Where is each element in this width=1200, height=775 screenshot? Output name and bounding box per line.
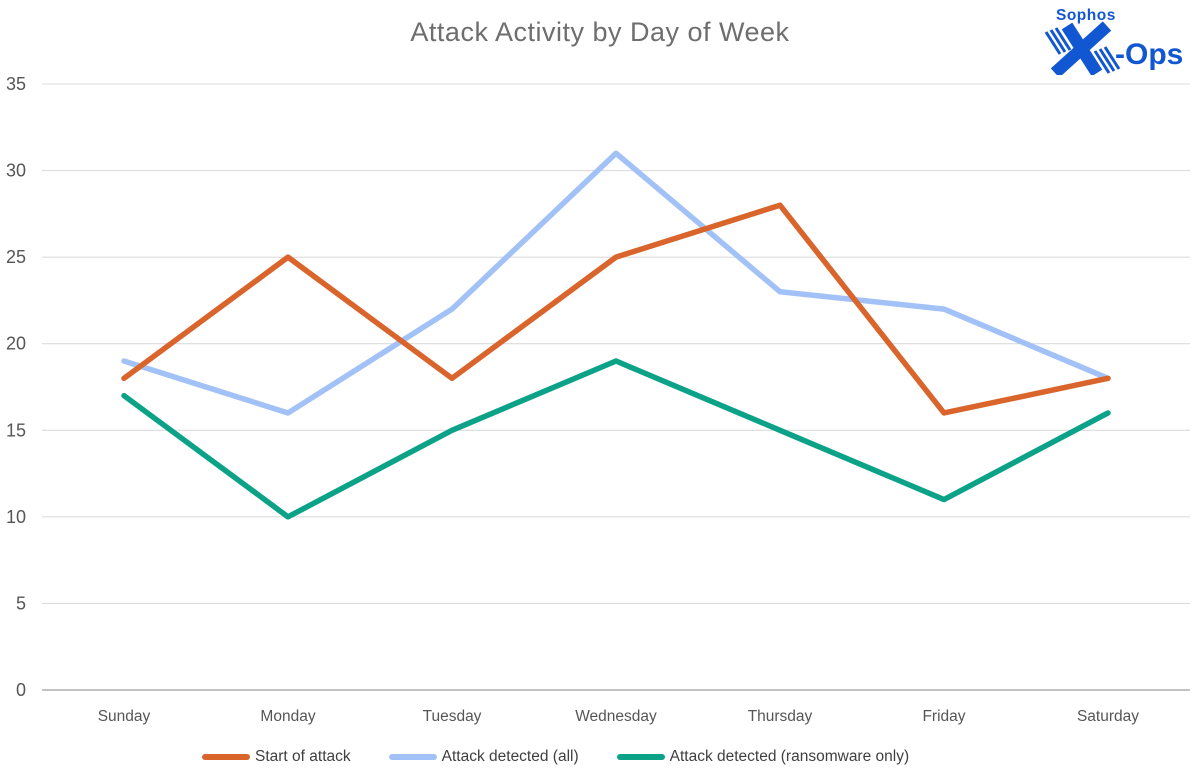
y-tick-label-0: 0 xyxy=(16,680,26,700)
legend-item-attack-detected-ransomware: Attack detected (ransomware only) xyxy=(616,748,910,766)
logo-sophos-text: Sophos xyxy=(1056,7,1116,24)
y-tick-label-20: 20 xyxy=(6,334,26,354)
series-line-attack-detected-ransomware-only xyxy=(121,358,1111,520)
legend-swatch-attack-detected-ransomware xyxy=(616,754,665,760)
x-tick-label-friday: Friday xyxy=(922,708,965,725)
x-tick-label-sunday: Sunday xyxy=(98,708,151,725)
legend-swatch-attack-detected-all xyxy=(388,754,437,760)
x-hatch-line xyxy=(1093,50,1111,74)
x-hatch-line xyxy=(1049,29,1067,53)
chart-title: Attack Activity by Day of Week xyxy=(410,17,790,47)
y-tick-label-25: 25 xyxy=(6,247,26,267)
x-main-stroke xyxy=(1050,21,1112,75)
series-line-attack-detected-all xyxy=(121,150,1111,416)
y-tick-label-30: 30 xyxy=(6,161,26,181)
legend-swatch-start-of-attack xyxy=(202,754,250,760)
x-glyph xyxy=(1044,21,1121,75)
y-tick-label-35: 35 xyxy=(6,74,26,94)
legend-label: Attack detected (all) xyxy=(441,748,579,765)
legend-label: Attack detected (ransomware only) xyxy=(669,748,910,765)
series-line-start-of-attack xyxy=(121,202,1111,416)
sophos-xops-logo: Sophos -Ops xyxy=(1044,7,1183,75)
x-tick-label-thursday: Thursday xyxy=(748,708,813,725)
logo-ops-text: -Ops xyxy=(1115,38,1183,71)
legend-item-attack-detected-all: Attack detected (all) xyxy=(388,748,579,766)
legend-label: Start of attack xyxy=(255,748,351,765)
x-hatch-line xyxy=(1054,27,1072,51)
y-tick-label-15: 15 xyxy=(6,420,26,440)
legend-item-start-of-attack: Start of attack xyxy=(202,748,351,766)
x-tick-label-wednesday: Wednesday xyxy=(575,708,657,725)
chart-legend: Start of attack Attack detected (all) At… xyxy=(202,748,909,766)
x-hatch-line xyxy=(1044,31,1062,55)
y-tick-label-5: 5 xyxy=(16,593,26,613)
x-hatch-line xyxy=(1098,48,1116,72)
x-tick-label-monday: Monday xyxy=(260,708,315,725)
y-tick-label-10: 10 xyxy=(6,507,26,527)
x-hatch-line xyxy=(1103,46,1121,70)
x-tick-label-tuesday: Tuesday xyxy=(423,708,482,725)
x-tick-label-saturday: Saturday xyxy=(1077,708,1139,725)
